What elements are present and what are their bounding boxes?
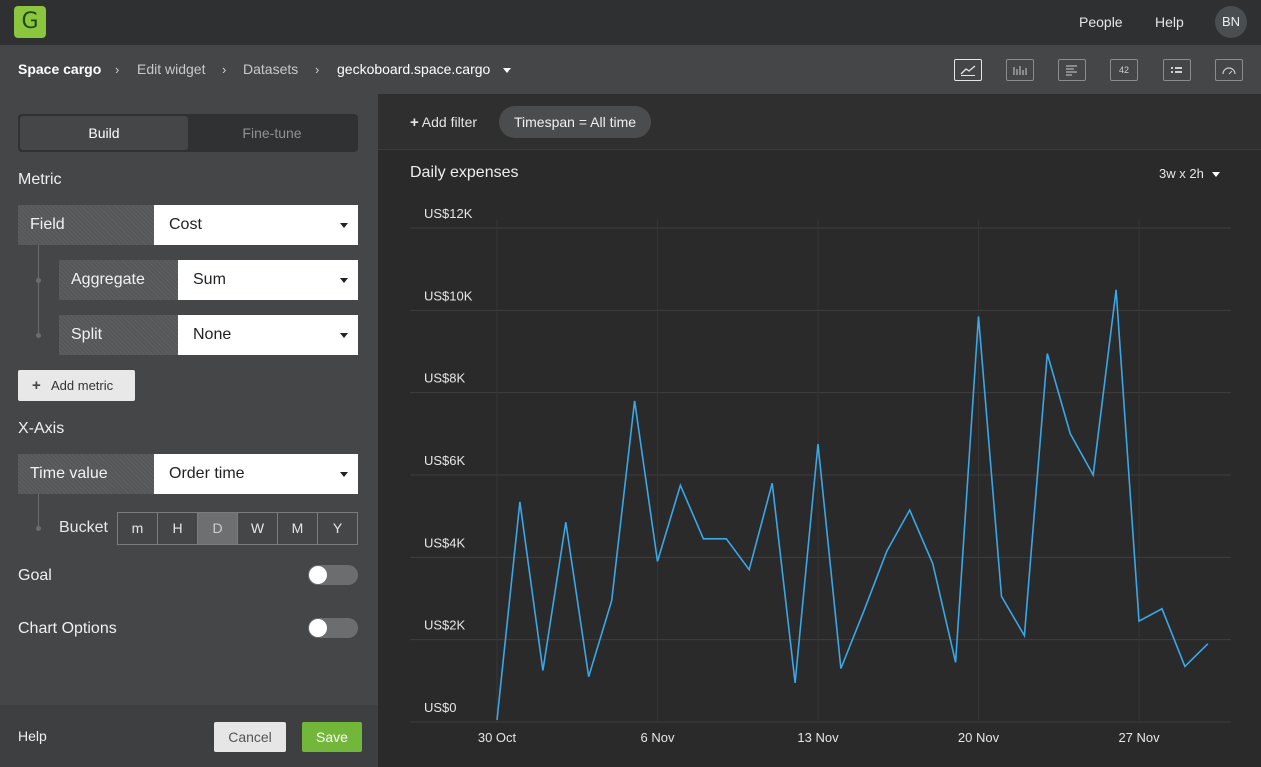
split-value: None [193, 326, 232, 343]
chevron-down-icon [340, 472, 348, 477]
x-axis-section-title: X-Axis [18, 420, 65, 437]
editor-tabs: Build Fine-tune [18, 114, 358, 152]
x-tick-label: 27 Nov [1118, 730, 1160, 745]
aggregate-value: Sum [193, 271, 226, 288]
help-link[interactable]: Help [18, 728, 47, 744]
tree-node-dot [36, 333, 41, 338]
widget-editor-panel: Build Fine-tune Metric Field Cost Aggreg… [0, 94, 378, 705]
chevron-down-icon [340, 333, 348, 338]
dataset-selector[interactable]: geckoboard.space.cargo [337, 45, 512, 94]
bucket-year[interactable]: Y [332, 520, 343, 536]
breadcrumb: Space cargo › Edit widget › Datasets › g… [0, 45, 1261, 94]
y-tick-label: US$2K [424, 618, 466, 633]
line-chart-button[interactable] [954, 59, 982, 81]
add-metric-label: Add metric [51, 378, 114, 393]
leaderboard-icon [1171, 67, 1182, 73]
chevron-down-icon [340, 223, 348, 228]
widget-size-value: 3w x 2h [1159, 166, 1204, 181]
toggle-knob [309, 619, 327, 637]
y-tick-label: US$8K [424, 371, 466, 386]
tab-build[interactable]: Build [20, 116, 188, 150]
editor-footer: Help Cancel Save [0, 705, 378, 767]
bucket-week[interactable]: W [238, 513, 278, 544]
text-widget-button[interactable] [1058, 59, 1086, 81]
x-tick-label: 6 Nov [641, 730, 675, 745]
y-tick-label: US$10K [424, 288, 473, 303]
field-label: Field [18, 205, 154, 245]
time-value: Order time [169, 465, 245, 482]
bucket-hour[interactable]: H [158, 513, 198, 544]
gauge-button[interactable] [1215, 59, 1243, 81]
y-tick-label: US$12K [424, 206, 473, 221]
goal-label: Goal [18, 567, 52, 584]
chevron-down-icon [1211, 172, 1220, 178]
top-bar: G People Help BN [0, 0, 1261, 45]
people-link[interactable]: People [1079, 14, 1123, 30]
split-select[interactable]: None [178, 315, 358, 355]
breadcrumb-edit-widget[interactable]: Edit widget [137, 61, 206, 77]
filter-bar: + Add filter Timespan = All time [378, 94, 1261, 150]
timespan-filter-chip[interactable]: Timespan = All time [499, 106, 652, 138]
chart-options-toggle[interactable] [308, 618, 358, 638]
plus-icon: + [410, 114, 419, 131]
tree-node-dot [36, 278, 41, 283]
time-value-select[interactable]: Order time [154, 454, 358, 494]
column-chart-button[interactable] [1006, 59, 1034, 81]
breadcrumb-dashboard[interactable]: Space cargo [18, 61, 102, 77]
bucket-selector: m H D W M Y [117, 512, 358, 545]
field-select[interactable]: Cost [154, 205, 358, 245]
breadcrumb-separator: › [222, 62, 227, 77]
tree-connector [38, 245, 39, 335]
geckoboard-logo[interactable]: G [14, 6, 46, 38]
chevron-down-icon [340, 278, 348, 283]
gauge-icon [1222, 67, 1236, 75]
cancel-button[interactable]: Cancel [214, 722, 286, 752]
toggle-knob [309, 566, 327, 584]
add-filter-label: Add filter [421, 114, 478, 130]
breadcrumb-datasets[interactable]: Datasets [243, 61, 299, 77]
tab-fine-tune[interactable]: Fine-tune [242, 125, 302, 141]
tree-connector [38, 494, 39, 528]
x-tick-label: 20 Nov [958, 730, 1000, 745]
x-tick-label: 13 Nov [797, 730, 839, 745]
y-tick-label: US$0 [424, 700, 457, 715]
widget-title: Daily expenses [410, 164, 519, 181]
aggregate-label: Aggregate [59, 260, 178, 300]
time-value-label: Time value [18, 454, 154, 494]
y-tick-label: US$6K [424, 453, 466, 468]
line-chart: US$0 US$2K US$4K US$6K US$8K US$10K US$12K 30 O… [410, 206, 1231, 745]
x-tick-label: 30 Oct [478, 730, 517, 745]
breadcrumb-separator: › [115, 62, 120, 77]
bucket-label: Bucket [59, 519, 108, 536]
text-icon [1066, 65, 1077, 76]
chevron-down-icon [503, 67, 512, 73]
goal-toggle[interactable] [308, 565, 358, 585]
plus-icon: + [32, 377, 41, 394]
line-chart-icon [960, 65, 976, 76]
metric-section-title: Metric [18, 171, 62, 188]
split-label: Split [59, 315, 178, 355]
user-avatar[interactable]: BN [1215, 6, 1247, 38]
bucket-minute[interactable]: m [118, 513, 158, 544]
help-link[interactable]: Help [1155, 14, 1184, 30]
y-tick-label: US$4K [424, 535, 466, 550]
column-chart-icon [1013, 66, 1027, 75]
widget-size-select[interactable]: 3w x 2h [1159, 166, 1220, 181]
add-metric-button[interactable]: + Add metric [18, 370, 135, 401]
save-button[interactable]: Save [302, 722, 362, 752]
bucket-month[interactable]: M [278, 513, 318, 544]
add-filter-button[interactable]: + Add filter [410, 94, 477, 151]
leaderboard-button[interactable] [1163, 59, 1191, 81]
number-widget-button[interactable]: 42 [1110, 59, 1138, 81]
dataset-name: geckoboard.space.cargo [337, 61, 491, 77]
widget-preview: Daily expenses 3w x 2h US$0 US$2K US$4K US$… [378, 150, 1261, 767]
breadcrumb-separator: › [315, 62, 320, 77]
field-value: Cost [169, 216, 202, 233]
aggregate-select[interactable]: Sum [178, 260, 358, 300]
bucket-day[interactable]: D [198, 513, 238, 544]
tree-node-dot [36, 526, 41, 531]
series-line [496, 289, 1209, 720]
chart-options-label: Chart Options [18, 620, 117, 637]
